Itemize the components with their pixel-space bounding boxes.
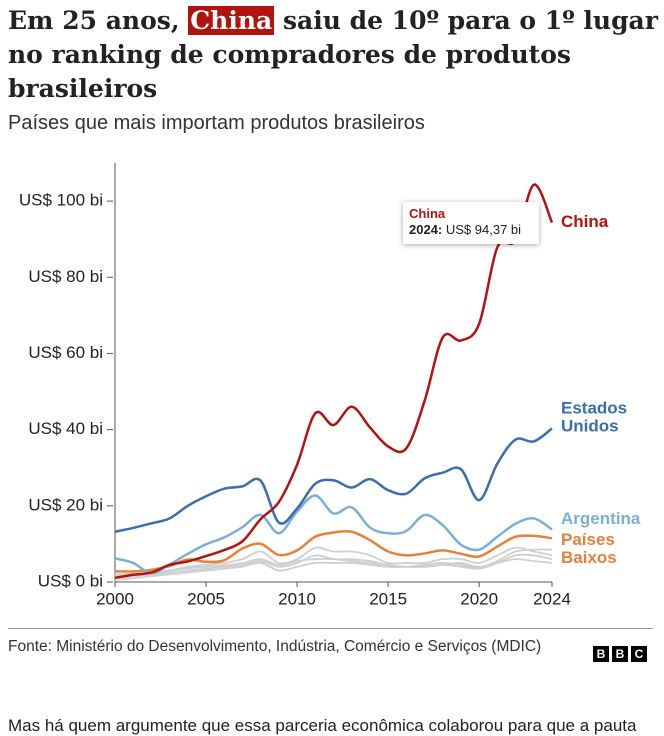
title-highlight: China: [188, 6, 275, 35]
x-tick-label: 2024: [533, 589, 571, 608]
line-label: China: [561, 212, 609, 231]
x-tick-label: 2005: [187, 589, 225, 608]
y-tick-label: US$ 80 bi: [28, 267, 103, 286]
body-text: Mas há quem argumente que essa parceria …: [8, 716, 637, 735]
chart-title: Em 25 anos, China saiu de 10º para o 1º …: [8, 4, 658, 106]
title-text: saiu de 10º para o 1º lugar no ranking d…: [8, 6, 658, 103]
x-tick-label: 2015: [369, 589, 407, 608]
line-label: Países Baixos: [561, 531, 617, 568]
tooltip-x: 2024:: [409, 222, 443, 237]
x-tick-label: 2020: [460, 589, 498, 608]
source: Fonte: Ministério do Desenvolvimento, In…: [8, 638, 542, 655]
line: [114, 183, 554, 580]
divider: [8, 628, 653, 629]
tooltip: China 2024: US$ 94,37 bi: [403, 202, 539, 244]
chart: US$ 0 bi US$ 20 bi US$ 40 bi US$ 60 bi US$ 8…: [19, 163, 641, 608]
line: [114, 548, 553, 576]
logo-letter: C: [631, 646, 647, 662]
y-tick-label: US$ 0 bi: [38, 571, 103, 590]
line: [114, 427, 553, 533]
tooltip-series: China: [409, 206, 446, 221]
line: [114, 529, 553, 573]
line: [114, 546, 553, 578]
y-tick-label: US$ 60 bi: [28, 343, 103, 362]
line-label: Argentina: [561, 509, 641, 528]
y-tick-label: US$ 100 bi: [19, 191, 103, 210]
logo-letter: B: [593, 646, 609, 662]
tooltip-value: US$ 94,37 bi: [445, 222, 522, 237]
title-text: Em 25 anos,: [8, 6, 180, 35]
y-tick-label: US$ 40 bi: [28, 419, 103, 438]
x-tick-label: 2010: [278, 589, 316, 608]
y-tick-label: US$ 20 bi: [28, 495, 103, 514]
logo-letter: B: [612, 646, 628, 662]
line: [114, 494, 553, 575]
x-tick-label: 2000: [96, 589, 134, 608]
subtitle: Países que mais importam produtos brasil…: [8, 112, 425, 134]
line-label: Estados Unidos: [561, 399, 627, 436]
